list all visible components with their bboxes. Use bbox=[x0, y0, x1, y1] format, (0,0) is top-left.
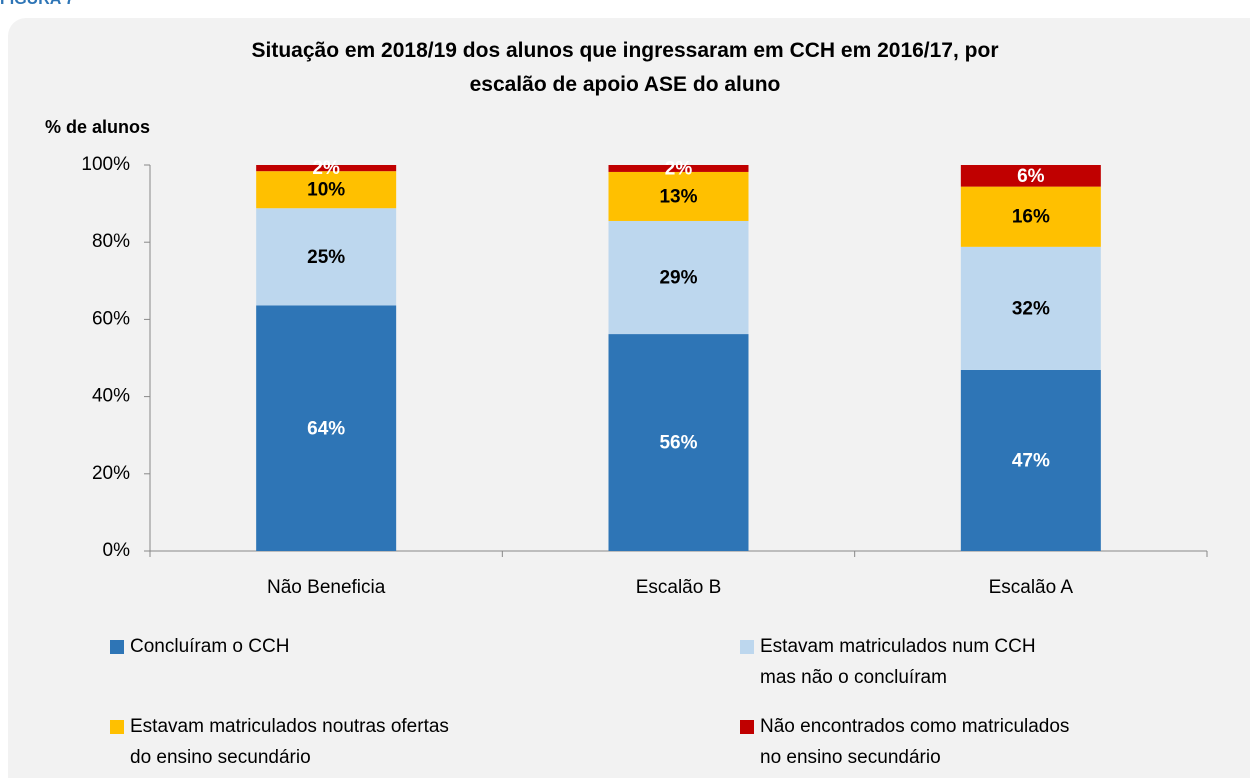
data-label: 13% bbox=[659, 186, 697, 207]
legend-swatch bbox=[740, 640, 754, 654]
x-tick-label: Não Beneficia bbox=[267, 577, 386, 598]
y-tick-label: 0% bbox=[103, 540, 131, 561]
legend-swatch bbox=[110, 720, 124, 734]
legend-entry: Não encontrados como matriculados no ens… bbox=[740, 711, 1069, 773]
data-label: 47% bbox=[1012, 450, 1050, 471]
y-tick-label: 80% bbox=[92, 231, 130, 252]
legend-label: Estavam matriculados num CCH mas não o c… bbox=[760, 636, 1036, 688]
data-label: 2% bbox=[665, 158, 693, 179]
y-tick-label: 100% bbox=[81, 154, 130, 175]
x-tick-label: Escalão A bbox=[989, 577, 1074, 598]
bar-segment bbox=[608, 334, 749, 551]
legend-entry: Estavam matriculados num CCH mas não o c… bbox=[740, 631, 1036, 693]
data-label: 29% bbox=[659, 268, 697, 289]
legend-swatch bbox=[110, 640, 124, 654]
bar-segment bbox=[256, 208, 397, 306]
figure-label: FIGURA 7 bbox=[0, 0, 74, 9]
y-tick-label: 20% bbox=[92, 463, 130, 484]
legend-label: Estavam matriculados noutras ofertas do … bbox=[130, 716, 449, 768]
data-label: 32% bbox=[1012, 298, 1050, 319]
y-tick-label: 40% bbox=[92, 386, 130, 407]
legend-label: Não encontrados como matriculados no ens… bbox=[760, 716, 1070, 768]
data-label: 10% bbox=[307, 180, 345, 201]
data-label: 6% bbox=[1017, 166, 1045, 187]
y-axis-label: % de alunos bbox=[45, 117, 151, 137]
bar-segment bbox=[608, 165, 749, 172]
x-tick-label: Escalão B bbox=[636, 577, 722, 598]
bar-segment bbox=[256, 165, 397, 172]
data-label: 2% bbox=[312, 158, 340, 179]
bar-segment bbox=[256, 305, 397, 551]
bar-segment bbox=[960, 186, 1101, 247]
data-label: 16% bbox=[1012, 207, 1050, 228]
bar-segment bbox=[256, 171, 397, 209]
data-label: 64% bbox=[307, 418, 345, 439]
legend-entry: Estavam matriculados noutras ofertas do … bbox=[110, 711, 449, 773]
bar-segment bbox=[960, 165, 1101, 187]
chart-title: Situação em 2018/19 dos alunos que ingre… bbox=[251, 39, 999, 96]
legend-swatch bbox=[740, 720, 754, 734]
data-label: 56% bbox=[659, 433, 697, 454]
bar-segment bbox=[960, 369, 1101, 551]
legend-entry: Concluíram o CCH bbox=[110, 631, 289, 662]
bar-segment bbox=[608, 220, 749, 335]
data-label: 25% bbox=[307, 247, 345, 268]
y-tick-label: 60% bbox=[92, 308, 130, 329]
legend-label: Concluíram o CCH bbox=[130, 636, 290, 657]
bar-segment bbox=[960, 246, 1101, 370]
bar-segment bbox=[608, 171, 749, 221]
